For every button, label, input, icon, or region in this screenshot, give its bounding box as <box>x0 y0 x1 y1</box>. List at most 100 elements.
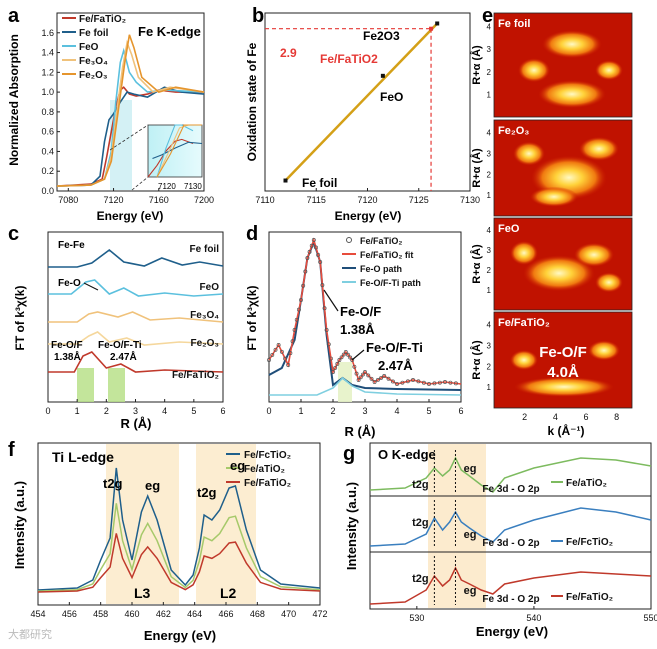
series-line-Fe2O3 <box>48 331 224 346</box>
heatmap-hotspot <box>530 186 578 207</box>
data-point <box>290 339 295 344</box>
panel-b-xticks: 7110 7115 7120 7125 7130 <box>255 188 480 205</box>
xtick-label: 468 <box>250 609 265 619</box>
legend-label: FeO <box>79 42 99 53</box>
xtick-label: 472 <box>312 609 327 619</box>
highlight-fe-o-f <box>77 368 94 402</box>
data-point <box>283 356 288 361</box>
series-line-FeO <box>48 279 224 297</box>
data-point <box>320 283 325 288</box>
legend-label: Fe/aTiO₂ <box>566 478 607 489</box>
panel-b-points <box>283 21 440 183</box>
marker-point <box>429 26 434 31</box>
xtick-label: 4 <box>394 406 399 416</box>
heatmap-hotspot <box>542 30 602 59</box>
panel-f-ylabel: Intensity (a.u.) <box>12 481 27 569</box>
ytick-label: 2 <box>487 68 492 77</box>
panel-a-xticks: 7080 7120 7160 7200 <box>58 188 214 205</box>
panel-f-xticks: 454 456 458 460 462 464 466 468 470 472 <box>30 602 328 619</box>
xtick-label: 7110 <box>255 195 274 205</box>
heatmap-title: Fe foil <box>498 18 530 30</box>
annot-arrow <box>83 282 99 291</box>
marker-label: Fe/FaTiO2 <box>320 52 378 66</box>
ytick-label: 0.6 <box>41 127 54 137</box>
data-point <box>331 370 335 374</box>
panel-label-f: f <box>8 439 15 461</box>
inset-series <box>147 124 203 178</box>
xtick-label: 2 <box>330 406 335 416</box>
series-line-Fe/aTiO2 <box>37 503 321 592</box>
xtick-label: 7120 <box>104 195 124 205</box>
legend-label: Fe-O/F-Ti path <box>360 278 421 288</box>
annot-t2g: t2g <box>412 573 429 585</box>
panel-d-legend: Fe/FaTiO₂ Fe/FaTiO₂ fit Fe-O path Fe-O/F-Ti… <box>342 236 421 288</box>
legend-label: Fe foil <box>79 28 109 39</box>
legend-label: Fe-O path <box>360 264 402 274</box>
panel-c-ylabel: FT of k³χ(k) <box>13 286 27 351</box>
data-point <box>435 21 440 26</box>
data-point <box>329 356 333 361</box>
xtick-label: 7130 <box>460 195 480 205</box>
xtick-label: 466 <box>218 609 233 619</box>
data-point <box>352 364 357 369</box>
data-point <box>395 382 399 386</box>
highlight-fe-o-f-ti <box>108 368 125 402</box>
xtick-label: 7160 <box>149 195 169 205</box>
legend-label: Fe₂O₃ <box>79 70 108 81</box>
heatmap-hotspot <box>510 240 538 265</box>
xtick-label: 4 <box>162 406 167 416</box>
panel-label-a: a <box>8 5 20 27</box>
data-point <box>372 380 377 384</box>
panel-d-xlabel: R (Å) <box>344 424 375 439</box>
series-line-Fe/FaTiO2 <box>48 351 224 373</box>
data-point <box>303 269 308 274</box>
heatmap-ylabel: R+α (Å) <box>470 148 483 188</box>
data-point <box>382 374 387 378</box>
data-point <box>343 350 348 354</box>
annot-1-38: 1.38Å <box>340 322 375 337</box>
data-point <box>400 380 405 385</box>
heatmap-hotspot <box>588 340 620 361</box>
heatmap-annot: 4.0Å <box>547 364 579 381</box>
ytick-label: 1 <box>487 90 492 99</box>
data-point <box>356 378 361 382</box>
xtick-label: 3 <box>133 406 138 416</box>
annot-t2g-l3: t2g <box>103 476 123 491</box>
panel-e-maps: Fe foil R+α (Å) 1 2 3 4 Fe₂O₃ R+α (Å) 1 2 3 4 FeO R+α… <box>470 12 633 422</box>
data-point <box>354 371 359 376</box>
panel-d-series <box>267 237 462 396</box>
ytick-label: 3 <box>487 45 492 54</box>
panel-a-yticks: 0.0 0.2 0.4 0.6 0.8 1.0 1.2 1.4 1.6 <box>41 28 60 196</box>
xtick-label: 8 <box>614 412 619 422</box>
panel-c: c Fe foil FeO Fe₃O₄ Fe₂O₃ Fe/FaTiO₂ Fe-Fe Fe… <box>8 223 226 431</box>
xtick-label: 470 <box>281 609 296 619</box>
legend-label: Fe/aTiO₂ <box>244 464 285 475</box>
xtick-label: 6 <box>220 406 225 416</box>
xtick-label: 454 <box>30 609 45 619</box>
data-point <box>307 249 312 254</box>
panel-label-g: g <box>343 443 355 465</box>
data-point <box>318 260 323 264</box>
data-point <box>335 361 340 366</box>
ytick-label: 3 <box>487 149 492 158</box>
panel-a-legend: Fe/FaTiO₂ Fe foil FeO Fe₃O₄ Fe₂O₃ <box>62 14 126 81</box>
data-point <box>405 379 410 384</box>
heatmap-ylabel: R+α (Å) <box>470 340 483 380</box>
panel-c-xlabel: R (Å) <box>120 416 151 431</box>
data-point <box>379 375 384 380</box>
annot-fe3d-o2p: Fe 3d - O 2p <box>482 538 539 549</box>
data-point <box>366 373 371 378</box>
heatmap-hotspot <box>595 60 623 81</box>
xtick-label: 1 <box>298 406 303 416</box>
watermark: 大都研究 <box>8 627 52 641</box>
series-label: FeO <box>200 282 220 293</box>
ytick-label: 0.2 <box>41 166 54 176</box>
data-point <box>288 351 293 356</box>
series-line-Fe/FcTiO2 <box>37 467 321 591</box>
xtick-label: 3 <box>362 406 367 416</box>
ytick-label: 1.2 <box>41 67 54 77</box>
panel-f: f Ti L-edge Fe/FcTiO₂ Fe/aTiO₂ Fe/FaTiO₂ t… <box>8 439 328 643</box>
panel-g-legend: Fe/aTiO₂ Fe/FcTiO₂ Fe/FaTiO₂ <box>551 478 613 603</box>
legend-label: Fe/FaTiO₂ <box>566 592 613 603</box>
panel-a-series <box>56 34 205 187</box>
